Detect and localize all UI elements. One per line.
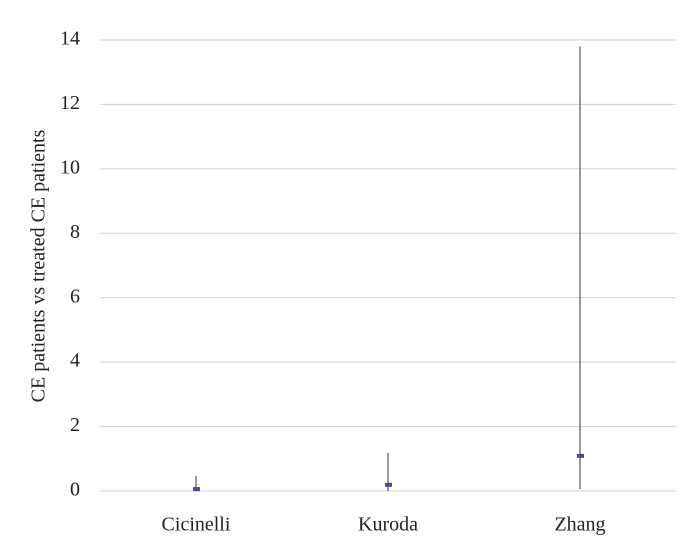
- y-axis-label: CE patients vs treated CE patients: [28, 129, 50, 402]
- y-tick-label: 10: [60, 156, 80, 178]
- y-tick-label: 4: [70, 350, 80, 372]
- x-tick-label: Cicinelli: [162, 514, 231, 536]
- x-tick-label: Zhang: [554, 514, 605, 536]
- y-tick-label: 12: [60, 92, 80, 114]
- y-tick-label: 2: [70, 414, 80, 436]
- y-tick-label: 0: [70, 479, 80, 501]
- y-tick-label: 8: [70, 221, 80, 243]
- y-tick-label: 14: [60, 28, 80, 50]
- x-tick-label: Kuroda: [358, 514, 418, 536]
- point-marker: [193, 487, 200, 492]
- y-tick-label: 6: [70, 285, 80, 307]
- point-marker: [577, 453, 584, 458]
- point-marker: [385, 482, 392, 487]
